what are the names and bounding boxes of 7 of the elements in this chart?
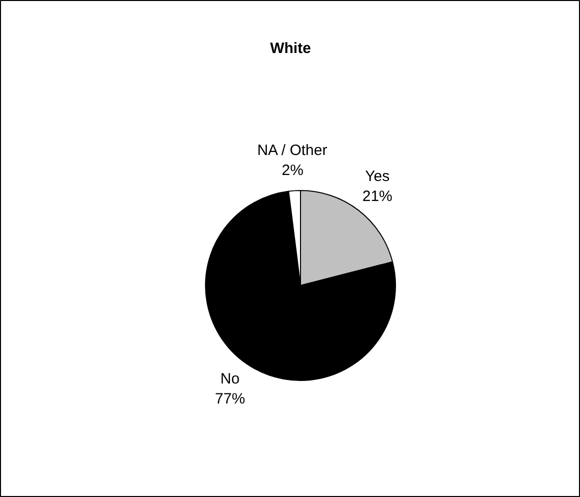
- data-label: 77%: [215, 390, 246, 408]
- data-label: 21%: [362, 188, 392, 205]
- slice-label: No: [220, 370, 240, 388]
- data-label: 2%: [282, 162, 304, 179]
- slice-label: Yes: [365, 168, 390, 185]
- chart-title: White: [270, 40, 311, 57]
- slice-label: NA / Other: [257, 142, 328, 159]
